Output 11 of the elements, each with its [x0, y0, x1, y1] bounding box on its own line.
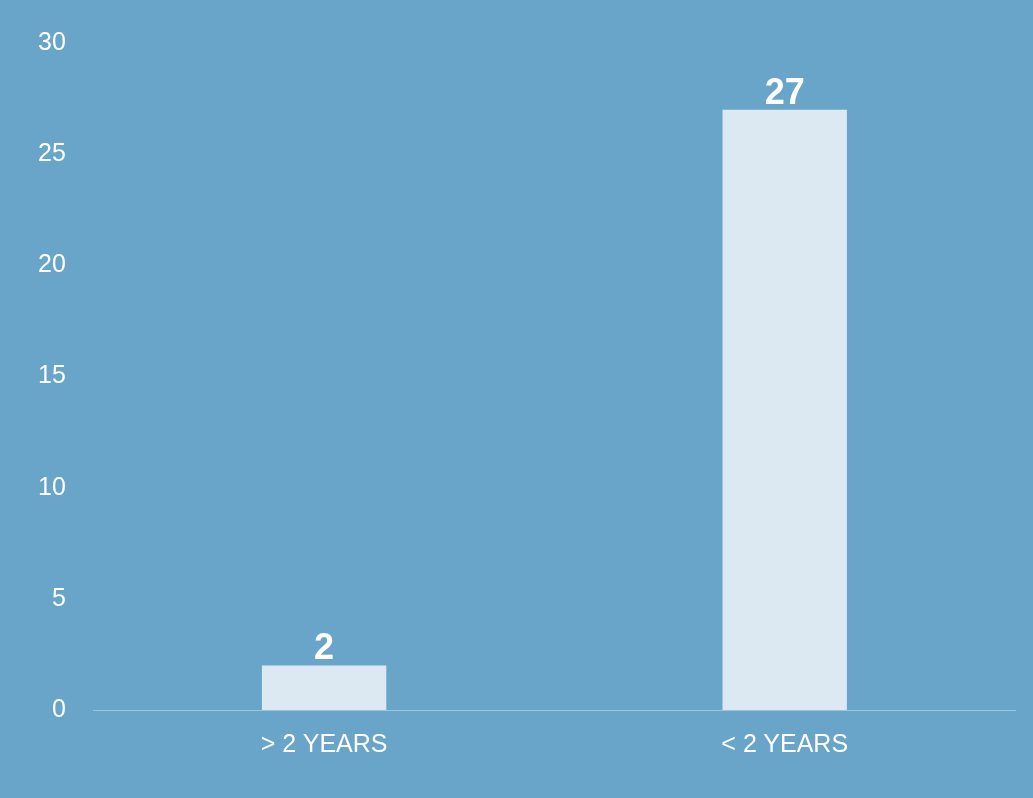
y-tick-label: 15 [38, 360, 66, 389]
y-tick-label: 30 [38, 26, 66, 55]
y-tick-label: 0 [51, 693, 66, 722]
y-tick-label: 20 [38, 249, 66, 278]
x-tick-label: > 2 YEARS [260, 728, 388, 757]
y-tick-label: 25 [38, 138, 66, 167]
y-tick-label: 10 [38, 471, 66, 500]
y-tick-label: 5 [51, 582, 66, 611]
data-label: 2 [314, 626, 335, 668]
x-tick-label: < 2 YEARS [721, 728, 849, 757]
data-label: 27 [764, 70, 805, 112]
